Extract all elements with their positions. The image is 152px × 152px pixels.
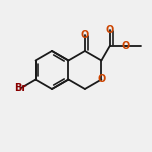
Text: Br: Br (14, 83, 27, 93)
Text: O: O (122, 41, 130, 51)
Text: O: O (106, 26, 114, 35)
Text: O: O (81, 30, 89, 40)
Text: O: O (97, 74, 105, 85)
